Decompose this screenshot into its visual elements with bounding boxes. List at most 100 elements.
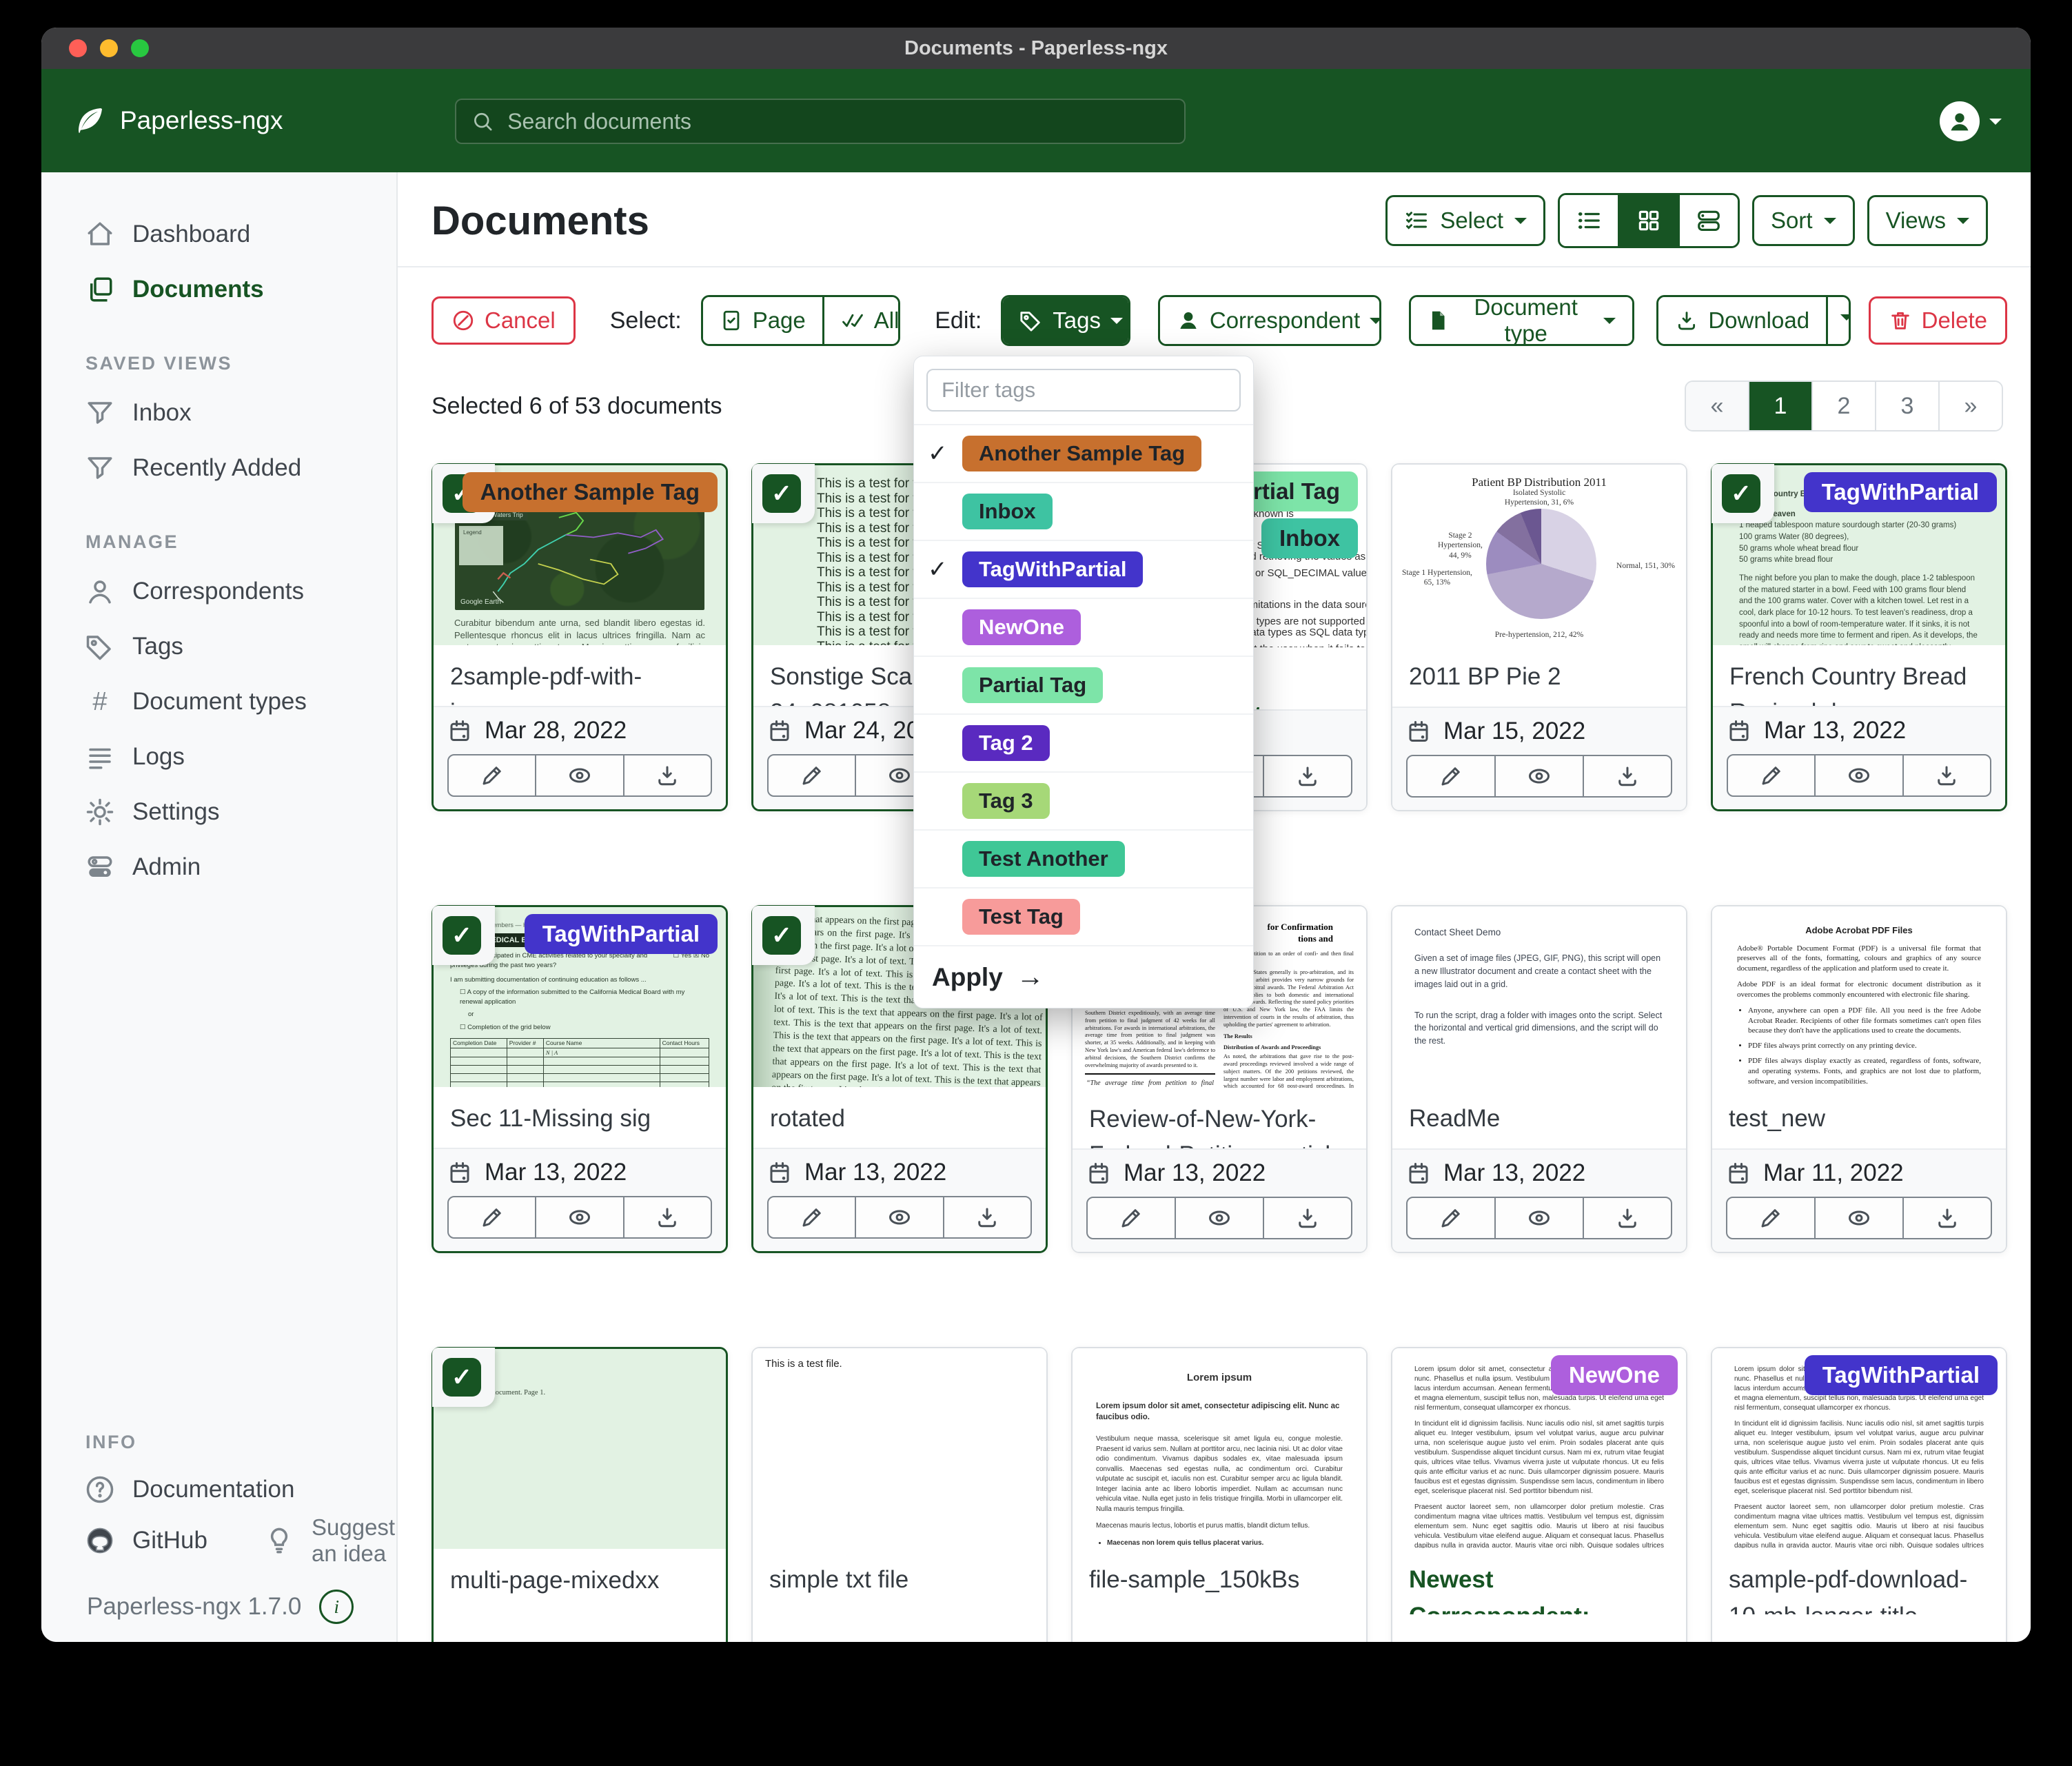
edit-document-type-button[interactable]: Document type: [1410, 297, 1633, 344]
select-page-button[interactable]: Page: [702, 297, 822, 344]
document-card[interactable]: Patient BP Distribution 2011 Isolated Sy…: [1391, 463, 1687, 811]
document-title[interactable]: sample-pdf-download-10-mb-longer-title: [1729, 1566, 1968, 1614]
document-card[interactable]: French Country Bread For the Leaven 1 he…: [1711, 463, 2007, 811]
document-correspondent[interactable]: Newest Correspondent:: [1409, 1566, 1590, 1614]
download-button[interactable]: Download: [1658, 297, 1827, 344]
view-document-button[interactable]: [1494, 756, 1583, 796]
selected-checkbox[interactable]: ✓: [1712, 464, 1774, 523]
tag-badge[interactable]: NewOne: [1550, 1355, 1678, 1395]
document-title[interactable]: 2011 BP Pie 2: [1409, 663, 1561, 691]
sidebar-item-github[interactable]: GitHub: [41, 1515, 265, 1566]
document-card[interactable]: Boundary Waters Trip Legend Google Earth: [431, 463, 728, 811]
download-document-button[interactable]: [1583, 756, 1671, 796]
detail-view-button[interactable]: [1678, 195, 1738, 246]
info-icon[interactable]: i: [319, 1590, 354, 1624]
document-card[interactable]: Contact Sheet Demo Given a set of image …: [1391, 905, 1687, 1253]
download-document-button[interactable]: [1583, 1198, 1671, 1238]
edit-document-button[interactable]: [449, 755, 535, 795]
view-document-button[interactable]: [1814, 755, 1902, 795]
tag-badge[interactable]: Inbox: [1261, 518, 1358, 558]
document-card[interactable]: Lorem ipsum Lorem ipsum dolor sit amet, …: [1071, 1347, 1368, 1642]
tag-badge[interactable]: TagWithPartial: [1803, 472, 1997, 512]
view-document-button[interactable]: [1175, 1198, 1263, 1238]
edit-document-button[interactable]: [1088, 1198, 1175, 1238]
download-options-button[interactable]: [1826, 297, 1849, 344]
tag-option[interactable]: ✓ Another Sample Tag: [914, 424, 1253, 482]
filter-tags-input[interactable]: [926, 369, 1241, 412]
selected-checkbox[interactable]: ✓: [752, 906, 815, 965]
document-title[interactable]: French Country Bread Revised.docx: [1729, 662, 1967, 706]
edit-document-button[interactable]: [1408, 1198, 1494, 1238]
edit-document-button[interactable]: [769, 755, 855, 795]
pagination-first[interactable]: «: [1686, 382, 1748, 430]
view-document-button[interactable]: [535, 1197, 622, 1237]
tag-badge[interactable]: TagWithPartial: [1804, 1355, 1998, 1395]
document-title[interactable]: rotated: [770, 1104, 845, 1132]
document-card[interactable]: This is a test file. simple txt file: [751, 1347, 1048, 1642]
tag-option[interactable]: Tag 2: [914, 713, 1253, 771]
sidebar-item-inbox[interactable]: Inbox: [41, 385, 396, 440]
sidebar-item-settings[interactable]: Settings: [41, 784, 396, 840]
selected-checkbox[interactable]: ✓: [752, 464, 815, 523]
tag-badge[interactable]: TagWithPartial: [524, 914, 718, 954]
grid-view-button[interactable]: [1618, 195, 1678, 246]
view-document-button[interactable]: [855, 1197, 942, 1237]
download-document-button[interactable]: [942, 1197, 1030, 1237]
apply-button[interactable]: Apply →: [914, 945, 1253, 1008]
sidebar-item-recently-added[interactable]: Recently Added: [41, 440, 396, 496]
minimize-button[interactable]: [100, 39, 118, 57]
download-document-button[interactable]: [1263, 1198, 1351, 1238]
tag-option[interactable]: Partial Tag: [914, 656, 1253, 713]
views-button[interactable]: Views: [1867, 195, 1988, 246]
edit-correspondent-button[interactable]: Correspondent: [1159, 297, 1379, 344]
document-title[interactable]: Newest Correspondent: f_combineds: [1392, 1548, 1686, 1614]
edit-document-button[interactable]: [449, 1197, 535, 1237]
delete-button[interactable]: Delete: [1868, 296, 2007, 345]
document-title[interactable]: simple txt file: [769, 1566, 909, 1593]
view-document-button[interactable]: [535, 755, 622, 795]
document-title[interactable]: file-sample_150kBs: [1089, 1566, 1300, 1593]
user-menu[interactable]: [1940, 101, 2002, 141]
download-document-button[interactable]: [1263, 756, 1351, 796]
sidebar-item-document-types[interactable]: # Document types: [41, 674, 396, 729]
tag-option[interactable]: Inbox: [914, 482, 1253, 540]
view-document-button[interactable]: [855, 755, 942, 795]
document-card[interactable]: Lorem ipsum dolor sit amet, consectetur …: [1711, 1347, 2007, 1642]
select-all-button[interactable]: All: [822, 297, 899, 344]
document-title[interactable]: multi-page-mixedxx: [450, 1567, 660, 1594]
sidebar-item-logs[interactable]: Logs: [41, 729, 396, 784]
document-card[interactable]: Medical Staff Members — Hospital, Los An…: [431, 905, 728, 1253]
edit-document-button[interactable]: [769, 1197, 855, 1237]
pagination-last[interactable]: »: [1938, 382, 2002, 430]
sidebar-item-dashboard[interactable]: Dashboard: [41, 207, 396, 262]
edit-document-button[interactable]: [1728, 755, 1814, 795]
sidebar-item-documents[interactable]: Documents: [41, 262, 396, 317]
tag-option[interactable]: Test Another: [914, 829, 1253, 887]
document-card[interactable]: a multi page document. Page 1. ✓ multi-p…: [431, 1347, 728, 1642]
download-document-button[interactable]: [1902, 755, 1990, 795]
document-title[interactable]: test_new: [1729, 1105, 1826, 1133]
document-title[interactable]: 2sample-pdf-with-images: [450, 662, 642, 706]
tag-option[interactable]: NewOne: [914, 598, 1253, 656]
document-title[interactable]: ReadMe: [1409, 1105, 1501, 1133]
list-view-button[interactable]: [1560, 195, 1618, 246]
selected-checkbox[interactable]: ✓: [432, 1348, 495, 1407]
view-document-button[interactable]: [1494, 1198, 1583, 1238]
sidebar-item-correspondents[interactable]: Correspondents: [41, 564, 396, 619]
tag-option[interactable]: Tag 3: [914, 771, 1253, 829]
pagination-page-2[interactable]: 2: [1811, 382, 1875, 430]
search-input[interactable]: [506, 108, 1169, 135]
search-bar[interactable]: [455, 99, 1186, 144]
document-card[interactable]: Lorem ipsum dolor sit amet, consectetur …: [1391, 1347, 1687, 1642]
download-document-button[interactable]: [622, 1197, 711, 1237]
tag-option[interactable]: Test Tag: [914, 887, 1253, 945]
selected-checkbox[interactable]: ✓: [432, 906, 495, 965]
sidebar-item-tags[interactable]: Tags: [41, 619, 396, 674]
download-document-button[interactable]: [622, 755, 711, 795]
app-logo[interactable]: Paperless-ngx: [73, 104, 283, 137]
tag-badge[interactable]: Another Sample Tag: [462, 472, 718, 512]
download-document-button[interactable]: [1902, 1198, 1991, 1238]
pagination-page-1[interactable]: 1: [1748, 382, 1811, 430]
close-button[interactable]: [69, 39, 87, 57]
sidebar-item-documentation[interactable]: Documentation: [41, 1464, 395, 1515]
